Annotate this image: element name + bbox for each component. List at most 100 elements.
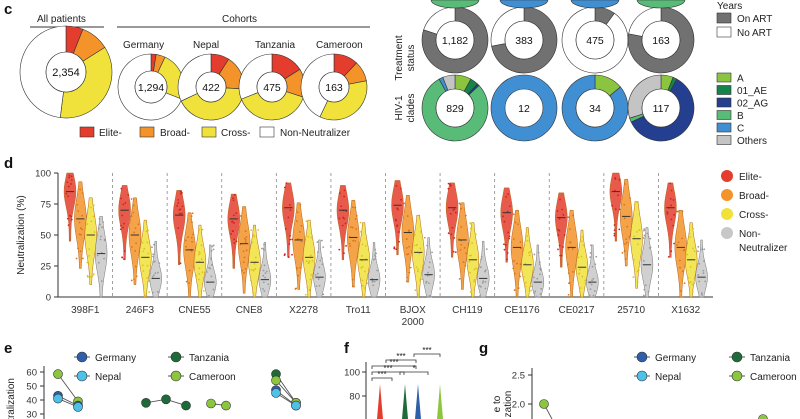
violin-8-0 (500, 187, 513, 263)
violin-point-4-2-7 (310, 274, 313, 276)
violin-point-1-0-10 (123, 222, 125, 225)
violin-point-11-2-8 (689, 281, 692, 283)
fold-change-y-title: e tozation (492, 391, 514, 418)
violin-point-1-3-11 (153, 260, 156, 263)
fold-change-y-tick-label-2.0: 2.0 (512, 400, 525, 411)
violin-point-3-2-10 (253, 235, 256, 238)
violin-10-2 (630, 201, 643, 289)
violin-point-0-3-12 (99, 235, 102, 238)
violin-point-8-0-11 (504, 244, 507, 246)
violin-point-6-2-9 (415, 266, 418, 268)
violin-point-6-1-11 (405, 280, 408, 283)
violin-point-10-1-6 (629, 197, 631, 200)
violin-point-6-0-3 (395, 184, 398, 187)
violin-point-6-1-9 (405, 238, 408, 240)
violin-point-11-3-0 (697, 274, 700, 276)
violin-point-5-3-3 (374, 248, 377, 251)
significance-stars-3: *** (396, 352, 405, 361)
legend-label-clade-5: Others (737, 136, 767, 147)
violin-point-11-0-5 (670, 250, 673, 253)
violin-point-5-1-0 (351, 206, 354, 209)
violin-point-6-0-10 (400, 198, 402, 201)
violin-point-3-1-9 (244, 238, 247, 241)
violin-point-0-3-0 (102, 221, 105, 224)
panel-d-label: d (4, 155, 13, 172)
violin-point-11-3-10 (698, 280, 701, 283)
fold-change-legend-marker-3 (731, 370, 743, 382)
violin-8-3 (531, 244, 544, 298)
violin-point-11-1-11 (677, 241, 680, 244)
violin-point-3-2-3 (249, 279, 252, 281)
cohort-point-3-0 (141, 397, 151, 408)
violin-x-tick-label-1: 246F3 (126, 305, 155, 316)
violin-legend-dot-3 (721, 227, 733, 239)
violin-point-1-2-9 (147, 252, 150, 255)
violin-point-1-1-0 (134, 265, 137, 268)
violin-point-5-3-1 (376, 269, 378, 272)
violin-point-0-0-10 (67, 224, 70, 227)
panel-c-label: c (4, 1, 12, 18)
violin-6-1 (401, 195, 415, 283)
violin-point-6-2-3 (421, 278, 423, 281)
violin-point-4-0-6 (284, 227, 287, 230)
violin-point-1-2-11 (144, 295, 146, 297)
violin-point-8-0-8 (503, 248, 506, 251)
cohort-lines-legend-marker-1 (76, 370, 88, 382)
violin-point-2-3-13 (212, 288, 215, 291)
neutralizer-donut-nepal-hole (195, 71, 227, 103)
violin-point-7-3-12 (479, 294, 481, 297)
violin-point-10-0-6 (614, 178, 617, 180)
violin-point-11-3-12 (702, 269, 705, 272)
violin-point-10-1-1 (621, 251, 624, 254)
violin-point-9-1-10 (568, 216, 570, 219)
treatment-donut-cameroon-total: 163 (652, 35, 670, 47)
top-partial-donut-0 (430, 0, 480, 9)
violin-point-11-2-9 (691, 283, 694, 286)
violin-11-1 (674, 209, 687, 298)
violin-point-8-0-7 (505, 196, 508, 198)
violin-x-tick-label-3: CNE8 (236, 305, 263, 316)
violin-point-10-1-5 (624, 258, 627, 261)
violin-point-0-1-11 (79, 227, 82, 230)
violin-point-5-2-12 (361, 284, 364, 287)
violin-point-2-0-8 (181, 191, 183, 194)
violin-point-11-0-3 (670, 189, 673, 192)
violin-5-3 (367, 242, 381, 298)
violin-point-7-2-12 (473, 268, 476, 271)
violin-point-2-3-12 (211, 245, 214, 248)
violin-point-2-2-13 (201, 271, 204, 274)
violin-point-8-3-9 (540, 287, 543, 290)
cohort-point-3-2 (181, 400, 191, 411)
legend-swatch-elite (79, 126, 95, 138)
violin-point-6-3-6 (428, 266, 431, 269)
violin-point-2-0-7 (177, 227, 180, 229)
violin-point-4-0-8 (291, 253, 293, 256)
violin-point-8-3-4 (538, 261, 541, 264)
violin-point-4-2-3 (309, 278, 312, 281)
violin-point-9-0-5 (557, 248, 559, 251)
violin-point-6-2-0 (419, 230, 422, 233)
violin-point-6-0-12 (395, 219, 397, 222)
violin-point-11-2-7 (686, 253, 689, 256)
violin-point-8-2-5 (530, 285, 532, 288)
violin-point-4-0-10 (289, 238, 292, 241)
violin-point-4-0-11 (287, 216, 290, 219)
violin-point-9-1-3 (571, 247, 574, 250)
clade-donut-germany-hole (435, 88, 475, 128)
violin-point-4-3-5 (314, 273, 317, 276)
neutralizer-donut-cameroon-total: 163 (325, 82, 343, 94)
violin-point-2-2-3 (197, 278, 200, 281)
violin-point-9-0-8 (562, 214, 565, 216)
violin-point-0-2-3 (86, 261, 89, 264)
violin-point-7-1-13 (458, 277, 461, 280)
violin-point-3-0-5 (232, 214, 235, 217)
violin-point-3-1-12 (244, 268, 247, 270)
violin-1-1 (128, 197, 142, 285)
violin-point-3-3-10 (262, 281, 265, 284)
violin-point-0-3-9 (103, 257, 105, 260)
violin-point-3-3-8 (262, 288, 264, 290)
violin-0-2 (84, 197, 97, 285)
violin-point-3-2-2 (250, 268, 253, 271)
violin-point-5-0-10 (344, 222, 347, 225)
violin-point-11-1-9 (681, 270, 684, 273)
